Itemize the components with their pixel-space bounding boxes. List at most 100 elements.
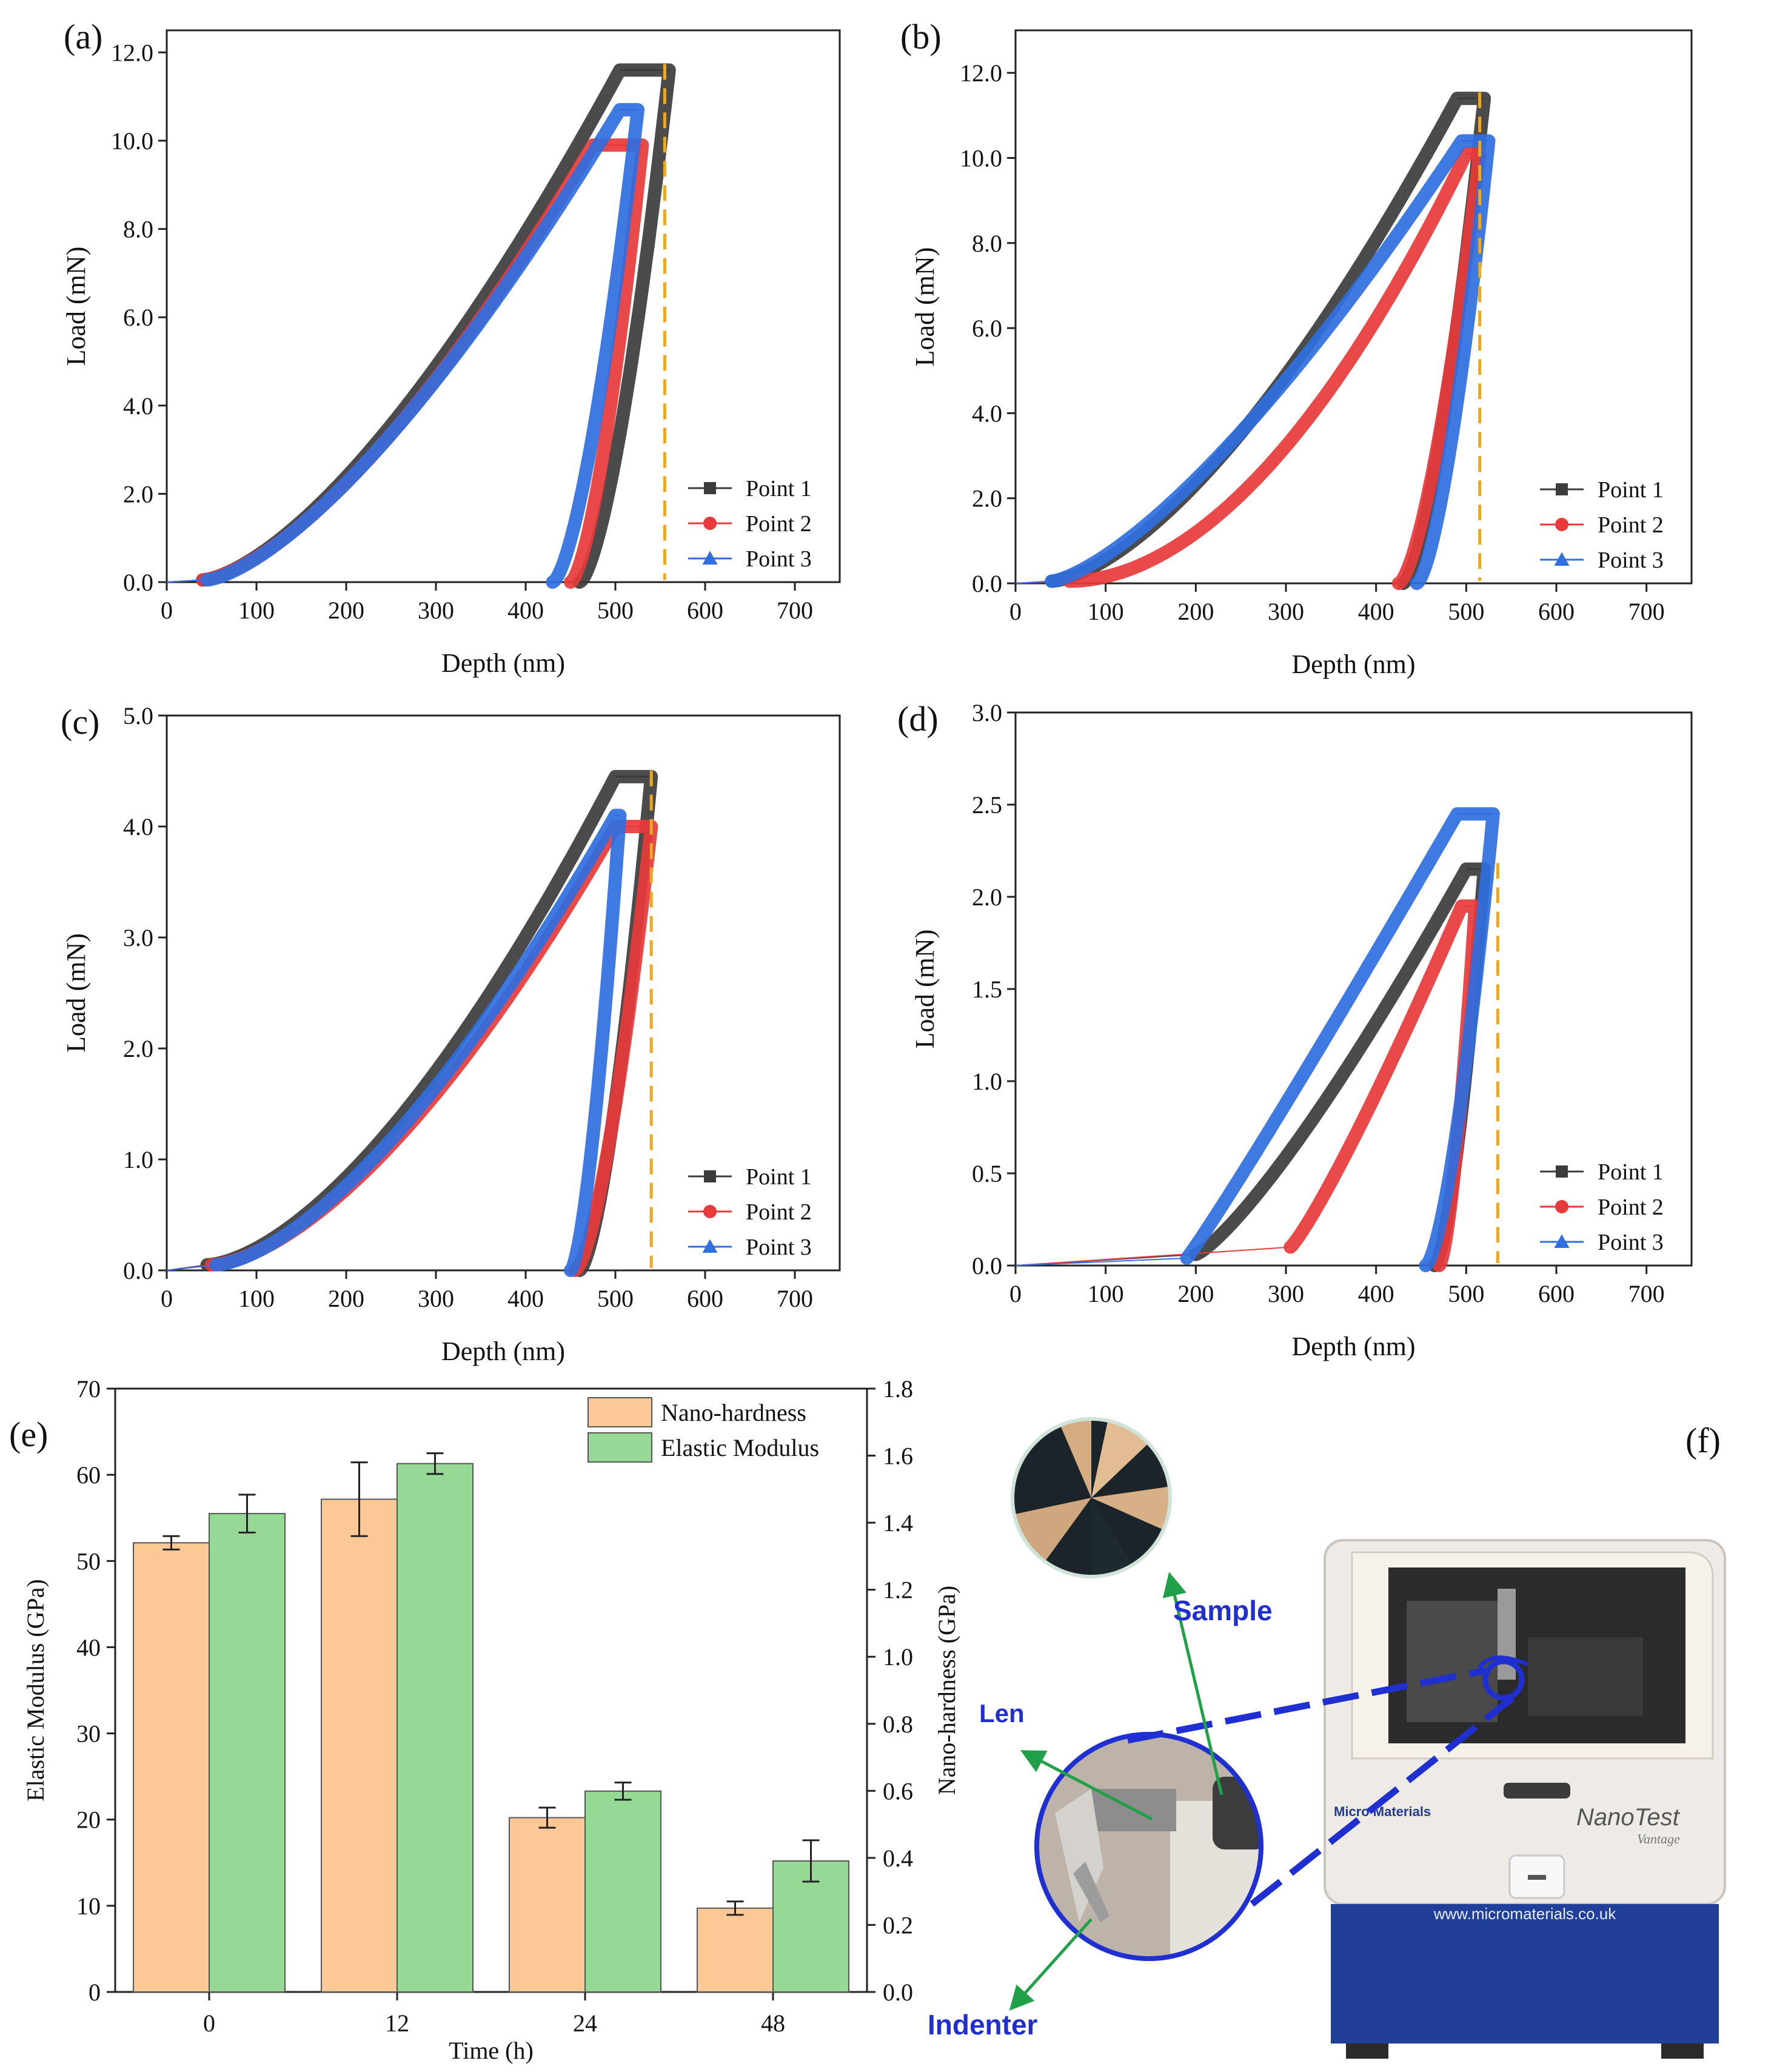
y-tick-label: 2.5 [972, 791, 1002, 819]
legend-entry: Point 1 [688, 1164, 812, 1190]
plot-frame [166, 714, 841, 1272]
legend-entry: Point 1 [688, 476, 812, 501]
legend-marker [1556, 1165, 1568, 1178]
series-3 [1015, 807, 1500, 1272]
legend-label: Point 1 [746, 476, 812, 501]
x-tick-label: 100 [238, 1285, 275, 1312]
model-subtext: Vantage [1637, 1831, 1680, 1846]
x-tick-label: 700 [1628, 1280, 1665, 1307]
legend-marker [703, 1205, 717, 1218]
x-tick-label: 0 [203, 2010, 215, 2037]
indenter-closeup-photo [1034, 1732, 1264, 1961]
x-tick-label: 400 [1358, 1280, 1394, 1307]
y-tick-label: 3.0 [972, 699, 1002, 726]
legend-marker [1554, 552, 1570, 566]
bar-elastic-modulus [397, 1463, 474, 1993]
legend-entry: Point 3 [688, 1235, 812, 1260]
bar-nano-hardness [133, 1542, 210, 1993]
legend-label: Nano-hardness [661, 1399, 806, 1426]
x-tick-label: 100 [1088, 1280, 1124, 1307]
bar-nano-hardness [321, 1498, 398, 1993]
label-sample: Sample [1173, 1595, 1273, 1626]
x-tick-label: 600 [687, 1285, 723, 1312]
x-tick-label: 500 [1448, 598, 1484, 625]
y-tick-label: 1.0 [123, 1146, 153, 1173]
y-tick-label: 0.0 [123, 1257, 153, 1284]
legend-entry: Point 2 [1540, 1195, 1664, 1220]
load-displacement-curve [1045, 134, 1496, 590]
url-text: www.micromaterials.co.uk [1433, 1905, 1617, 1923]
y-left-tick-label: 60 [76, 1461, 101, 1489]
y-left-tick-label: 40 [76, 1634, 101, 1661]
y-right-axis-label: Nano-hardness (GPa) [933, 1586, 960, 1795]
legend-label: Point 2 [1598, 512, 1664, 538]
brand-text: Micro Materials [1334, 1804, 1431, 1819]
bar-elastic-modulus [584, 1790, 661, 1993]
series-1 [1015, 862, 1491, 1272]
x-tick-label: 0 [1009, 598, 1022, 625]
legend-marker [704, 482, 716, 494]
legend-entry: Point 3 [688, 546, 812, 572]
approach-line [166, 579, 207, 583]
x-axis-label: Depth (nm) [1291, 649, 1415, 679]
y-tick-label: 0.0 [123, 569, 153, 596]
x-tick-label: 400 [1358, 598, 1394, 625]
x-tick-label: 700 [777, 1285, 813, 1312]
panel-label: (b) [900, 17, 942, 56]
y-axis-label: Load (mN) [910, 930, 940, 1049]
legend-label: Point 2 [1598, 1195, 1664, 1220]
series-1 [166, 769, 658, 1277]
magnification-callout [1126, 1655, 1529, 1907]
x-tick-label: 200 [328, 597, 364, 624]
panel-label: (e) [9, 1415, 48, 1454]
y-tick-label: 6.0 [123, 304, 153, 331]
legend-label: Elastic Modulus [661, 1434, 819, 1461]
x-tick-label: 200 [328, 1285, 364, 1312]
panel-b-chart: (b) 0 100 200 300 400 500 600 700 0.0 2.0 4.0 6.0 8.0… [900, 17, 1693, 679]
y-right-tick-label: 0.2 [883, 1911, 913, 1939]
legend-entry: Point 3 [1540, 1230, 1664, 1255]
y-tick-label: 4.0 [123, 392, 153, 420]
y-tick-label: 4.0 [972, 400, 1002, 427]
y-tick-label: 2.0 [972, 485, 1002, 512]
y-tick-label: 0.0 [972, 1252, 1002, 1279]
x-tick-label: 0 [1009, 1280, 1022, 1307]
y-right-tick-label: 1.8 [883, 1375, 913, 1403]
sample-disc-photo [1011, 1417, 1172, 1578]
panel-label: (a) [64, 17, 102, 56]
x-tick-label: 500 [597, 1285, 634, 1312]
legend-entry: Point 2 [1540, 512, 1664, 538]
approach-line [1015, 1257, 1187, 1266]
legend-marker [1555, 1200, 1568, 1213]
panel-label-f: (f) [1685, 1421, 1721, 1460]
legend-marker [703, 517, 717, 530]
y-axis-label: Load (mN) [910, 247, 940, 367]
x-tick-label: 600 [687, 597, 723, 624]
legend-label: Point 3 [746, 1235, 812, 1260]
y-tick-label: 8.0 [123, 216, 153, 243]
load-displacement-curve [200, 103, 644, 589]
x-axis-label: Depth (nm) [441, 1336, 565, 1366]
series-3 [1015, 134, 1496, 590]
y-tick-label: 6.0 [972, 315, 1002, 342]
legend-marker [1554, 1234, 1570, 1248]
y-right-tick-label: 1.6 [883, 1443, 913, 1470]
y-right-tick-label: 1.2 [883, 1577, 913, 1604]
x-tick-label: 700 [777, 597, 813, 624]
y-left-tick-label: 10 [76, 1893, 101, 1920]
y-right-tick-label: 0.4 [883, 1845, 913, 1872]
legend-marker [1556, 483, 1568, 495]
legend-label: Point 3 [1598, 1230, 1664, 1255]
legend-label: Point 1 [746, 1164, 812, 1190]
y-left-tick-label: 70 [76, 1375, 101, 1403]
x-tick-label: 500 [1448, 1280, 1484, 1307]
panel-label: (c) [61, 702, 99, 742]
y-tick-label: 2.0 [972, 883, 1002, 911]
y-tick-label: 10.0 [960, 144, 1002, 172]
model-text: NanoTest [1576, 1804, 1681, 1831]
y-tick-label: 8.0 [972, 230, 1002, 257]
legend-label: Point 3 [1598, 548, 1664, 573]
approach-line [1015, 1246, 1291, 1266]
plot-frame [114, 1387, 868, 1993]
y-tick-label: 0.5 [972, 1160, 1002, 1187]
